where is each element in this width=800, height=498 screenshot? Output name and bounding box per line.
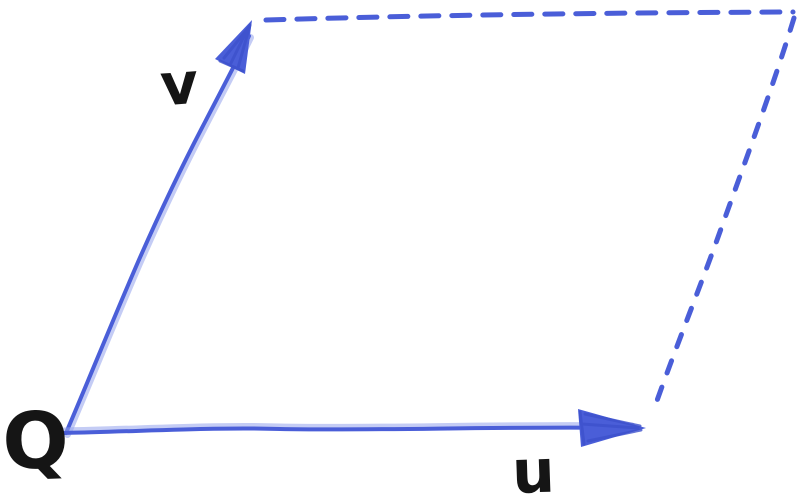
vector-u-arrowhead xyxy=(578,409,646,447)
label-vector-v: v xyxy=(158,49,200,119)
vector-v xyxy=(64,20,254,438)
vector-v-line-highlight xyxy=(64,34,254,438)
vector-v-line xyxy=(64,34,251,435)
vector-u-arrowhead-scribble xyxy=(578,410,643,446)
label-vector-u: u xyxy=(511,437,556,498)
vector-u xyxy=(60,409,646,447)
vector-v-arrowhead-scribble xyxy=(218,23,252,73)
vector-u-line xyxy=(62,425,634,435)
label-origin-q: Q xyxy=(1,396,70,488)
dashed-edge-right xyxy=(650,15,797,415)
dashed-edge-top xyxy=(263,9,796,23)
